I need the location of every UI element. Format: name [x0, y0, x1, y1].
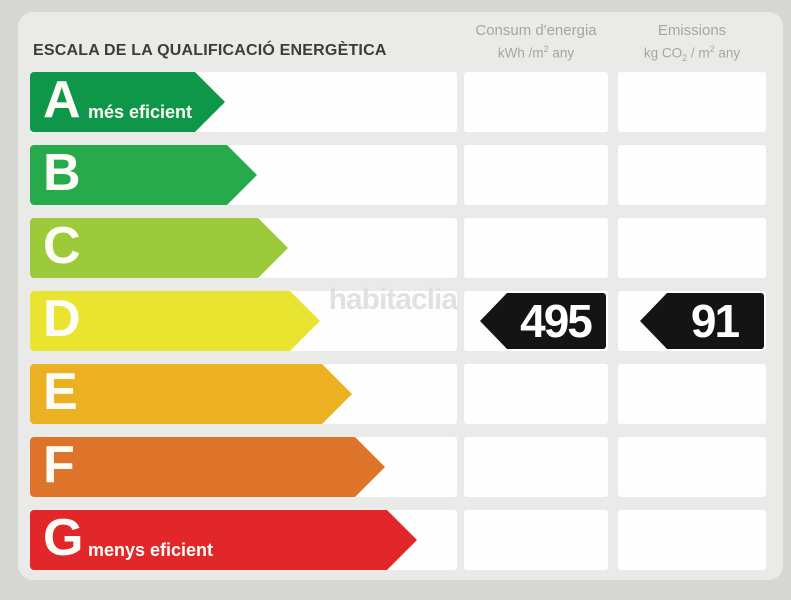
emissions-value: 91 — [690, 295, 740, 347]
scale-cell-c: C — [30, 218, 457, 278]
scale-cell-b: B — [30, 145, 457, 205]
rating-letter: C — [43, 216, 81, 275]
habitaclia-watermark-logo: habitaclia — [328, 283, 458, 316]
emissions-value-badge: 91 — [640, 293, 764, 349]
emissions-unit: kg CO2 / m2 any — [643, 44, 741, 64]
emissions-cell-e — [618, 364, 766, 424]
rating-arrow-f: F — [30, 437, 385, 497]
consum-cell-c — [464, 218, 608, 278]
column-header-emissions: Emissions kg CO2 / m2 any — [618, 22, 766, 66]
rating-arrow-d: D — [30, 291, 320, 351]
rating-letter: A — [43, 70, 81, 129]
emissions-title: Emissions — [657, 22, 727, 39]
consum-cell-a — [464, 72, 608, 132]
rating-row-c: C — [30, 218, 783, 278]
rating-letter: B — [43, 143, 81, 202]
column-header-consum: Consum d'energia kWh /m2 any — [464, 22, 608, 62]
rating-arrow-c: C — [30, 218, 288, 278]
emissions-cell-d: 91 — [618, 291, 766, 351]
rating-row-e: E — [30, 364, 783, 424]
consum-cell-b — [464, 145, 608, 205]
emissions-cell-f — [618, 437, 766, 497]
consum-unit: kWh /m2 any — [497, 44, 575, 61]
consum-cell-g — [464, 510, 608, 570]
emissions-cell-a — [618, 72, 766, 132]
rating-row-f: F — [30, 437, 783, 497]
rating-arrow-b: B — [30, 145, 257, 205]
rating-letter: G — [43, 508, 84, 567]
header: ESCALA DE LA QUALIFICACIÓ ENERGÈTICA Con… — [18, 12, 783, 72]
emissions-cell-b — [618, 145, 766, 205]
rating-arrow-e: E — [30, 364, 352, 424]
consum-value: 495 — [520, 295, 593, 347]
scale-cell-e: E — [30, 364, 457, 424]
efficiency-label: més eficient — [88, 102, 193, 122]
efficiency-label: menys eficient — [88, 540, 214, 560]
scale-cell-f: F — [30, 437, 457, 497]
rating-letter: D — [43, 289, 81, 348]
rating-letter: F — [43, 435, 75, 494]
rating-letter: E — [43, 362, 78, 421]
consum-cell-d: 495 — [464, 291, 608, 351]
consum-value-badge: 495 — [480, 293, 606, 349]
energy-certificate-card: ESCALA DE LA QUALIFICACIÓ ENERGÈTICA Con… — [18, 12, 783, 580]
page-title: ESCALA DE LA QUALIFICACIÓ ENERGÈTICA — [33, 42, 387, 59]
rating-row-b: B — [30, 145, 783, 205]
consum-title: Consum d'energia — [475, 22, 597, 39]
emissions-cell-g — [618, 510, 766, 570]
consum-cell-f — [464, 437, 608, 497]
emissions-cell-c — [618, 218, 766, 278]
consum-cell-e — [464, 364, 608, 424]
